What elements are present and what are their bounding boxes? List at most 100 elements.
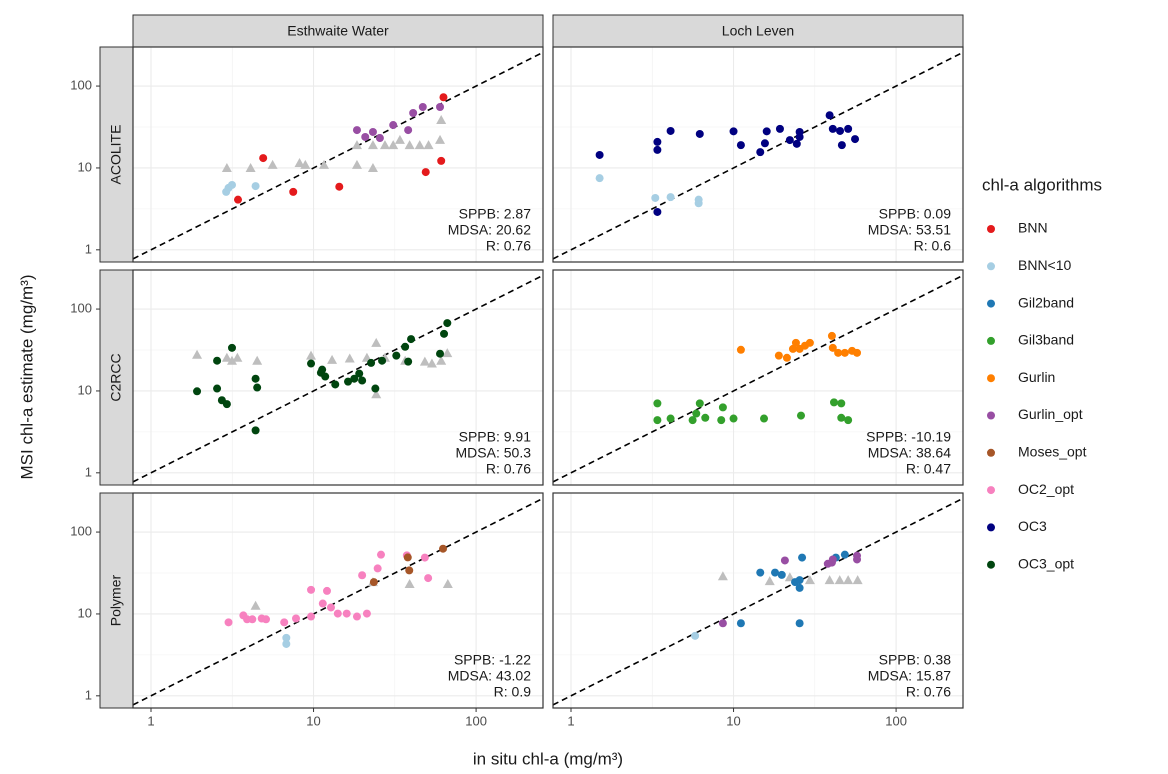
reference-point xyxy=(764,576,775,586)
data-point xyxy=(844,124,853,133)
column-strip xyxy=(132,14,544,48)
reference-point xyxy=(436,115,447,125)
one-to-one-line xyxy=(132,274,544,483)
panel-background xyxy=(553,493,963,708)
data-point xyxy=(795,127,804,136)
data-point xyxy=(791,338,800,347)
data-point xyxy=(798,553,807,562)
data-point xyxy=(358,376,367,385)
data-point xyxy=(253,383,262,392)
data-point xyxy=(227,343,236,352)
data-point xyxy=(318,599,327,608)
reference-point xyxy=(221,162,232,172)
data-point xyxy=(392,351,401,360)
legend-key xyxy=(987,486,995,495)
stat-label: SPPB: 0.38 xyxy=(879,652,952,668)
data-point xyxy=(443,319,452,328)
stat-label: MDSA: 43.02 xyxy=(448,668,531,684)
data-point xyxy=(437,156,446,165)
y-tick-label: 100 xyxy=(70,301,92,316)
data-point xyxy=(371,384,380,393)
legend-key xyxy=(987,374,995,383)
data-point xyxy=(403,553,412,562)
data-point xyxy=(424,574,433,583)
data-point xyxy=(342,609,351,618)
column-strip-label: Loch Leven xyxy=(722,23,794,39)
data-point xyxy=(262,615,271,624)
reference-point xyxy=(267,159,278,169)
data-point xyxy=(828,124,837,133)
data-point xyxy=(376,550,385,559)
one-to-one-line xyxy=(552,274,964,483)
legend-key xyxy=(987,523,995,532)
data-point xyxy=(736,619,745,628)
y-tick-label: 10 xyxy=(78,605,92,620)
row-strip-label: Polymer xyxy=(108,574,124,626)
reference-point xyxy=(435,134,446,144)
data-point xyxy=(436,103,445,112)
data-point xyxy=(691,631,700,640)
reference-point xyxy=(442,579,453,589)
data-point xyxy=(436,349,445,358)
data-point xyxy=(837,399,846,408)
y-tick-label: 100 xyxy=(70,78,92,93)
data-point xyxy=(695,399,704,408)
data-point xyxy=(282,639,291,648)
data-point xyxy=(373,564,382,573)
data-point xyxy=(409,108,418,117)
data-point xyxy=(795,583,804,592)
y-tick-label: 10 xyxy=(78,159,92,174)
reference-point xyxy=(404,579,415,589)
row-strip xyxy=(99,492,134,709)
data-point xyxy=(825,111,834,120)
data-point xyxy=(224,618,233,627)
panel-background xyxy=(133,493,543,708)
data-point xyxy=(420,553,429,562)
column-strip-label: Esthwaite Water xyxy=(287,23,389,39)
row-strip-label: C2RCC xyxy=(108,353,124,401)
data-point xyxy=(653,137,662,146)
reference-point xyxy=(371,337,382,347)
panel-background xyxy=(553,270,963,485)
data-point xyxy=(307,612,316,621)
panel-background xyxy=(133,47,543,262)
data-point xyxy=(795,576,804,585)
reference-point xyxy=(394,134,405,144)
data-point xyxy=(762,127,771,136)
data-point xyxy=(834,348,843,357)
reference-point xyxy=(436,355,447,365)
data-point xyxy=(837,413,846,422)
reference-point xyxy=(245,162,256,172)
reference-point xyxy=(414,140,425,150)
legend-label: OC3_opt xyxy=(1018,555,1074,571)
data-point xyxy=(318,365,327,374)
data-point xyxy=(795,619,804,628)
y-tick-label: 1 xyxy=(85,241,92,256)
reference-point xyxy=(300,159,311,169)
data-point xyxy=(322,586,331,595)
x-tick-label: 100 xyxy=(465,713,487,728)
reference-point xyxy=(784,572,795,582)
data-point xyxy=(375,134,384,143)
reference-point xyxy=(419,356,430,366)
stat-label: R: 0.47 xyxy=(906,461,951,477)
data-point xyxy=(760,139,769,148)
data-point xyxy=(227,180,236,189)
data-point xyxy=(653,399,662,408)
panel-border xyxy=(132,46,544,263)
reference-point xyxy=(351,140,362,150)
x-axis-title: in situ chl-a (mg/m³) xyxy=(473,749,623,768)
data-point xyxy=(350,374,359,383)
data-point xyxy=(837,141,846,150)
row-strip xyxy=(99,46,134,263)
reference-point xyxy=(388,140,399,150)
data-point xyxy=(756,148,765,157)
reference-point xyxy=(221,352,232,362)
data-point xyxy=(718,619,727,628)
reference-point xyxy=(294,157,305,167)
data-point xyxy=(355,369,364,378)
data-point xyxy=(407,335,416,344)
data-point xyxy=(666,126,675,135)
reference-point xyxy=(852,575,863,585)
reference-point xyxy=(327,354,338,364)
